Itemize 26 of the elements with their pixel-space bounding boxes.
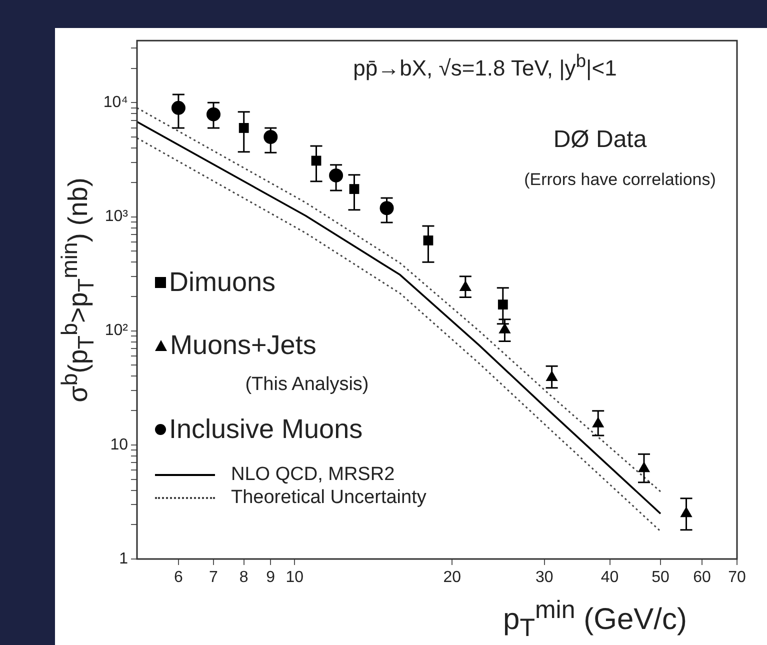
- x-tick-label: 9: [266, 569, 276, 586]
- x-tick-label: 40: [600, 569, 619, 586]
- annotation: (This Analysis): [244, 374, 370, 396]
- x-tick-label: 60: [693, 569, 711, 586]
- legend-label: Inclusive Muons: [169, 414, 363, 444]
- y-tick-label: 10⁴: [103, 94, 128, 112]
- legend-label: Dimuons: [169, 266, 276, 298]
- text: pp̄→bX, √s=1.8 TeV, |y$^{b}$|<1: [352, 50, 618, 82]
- legend-label: Muons+Jets: [170, 330, 316, 360]
- y-tick-label: 10: [110, 436, 128, 454]
- x-tick-label: 10: [286, 569, 304, 586]
- x-tick-label: 7: [209, 569, 218, 586]
- x-tick-label: 20: [443, 569, 462, 586]
- x-tick-label: 6: [174, 569, 183, 586]
- legend-label: NLO QCD, MRSR2: [231, 464, 395, 486]
- x-axis-title: p$_{T}$$^{min}$ (GeV/c): [502, 596, 688, 643]
- x-tick-label: 30: [535, 569, 554, 586]
- y-tick-label: 10³: [104, 208, 129, 226]
- x-tick-label: 70: [728, 569, 746, 586]
- annotation: DØ Data: [552, 126, 648, 154]
- legend-label: Theoretical Uncertainty: [231, 486, 426, 508]
- y-tick-label: 1: [119, 550, 128, 568]
- y-tick-label: 10²: [104, 322, 129, 340]
- x-tick-label: 50: [652, 569, 670, 586]
- annotation: (Errors have correlations): [523, 170, 717, 190]
- x-tick-label: 8: [239, 569, 248, 586]
